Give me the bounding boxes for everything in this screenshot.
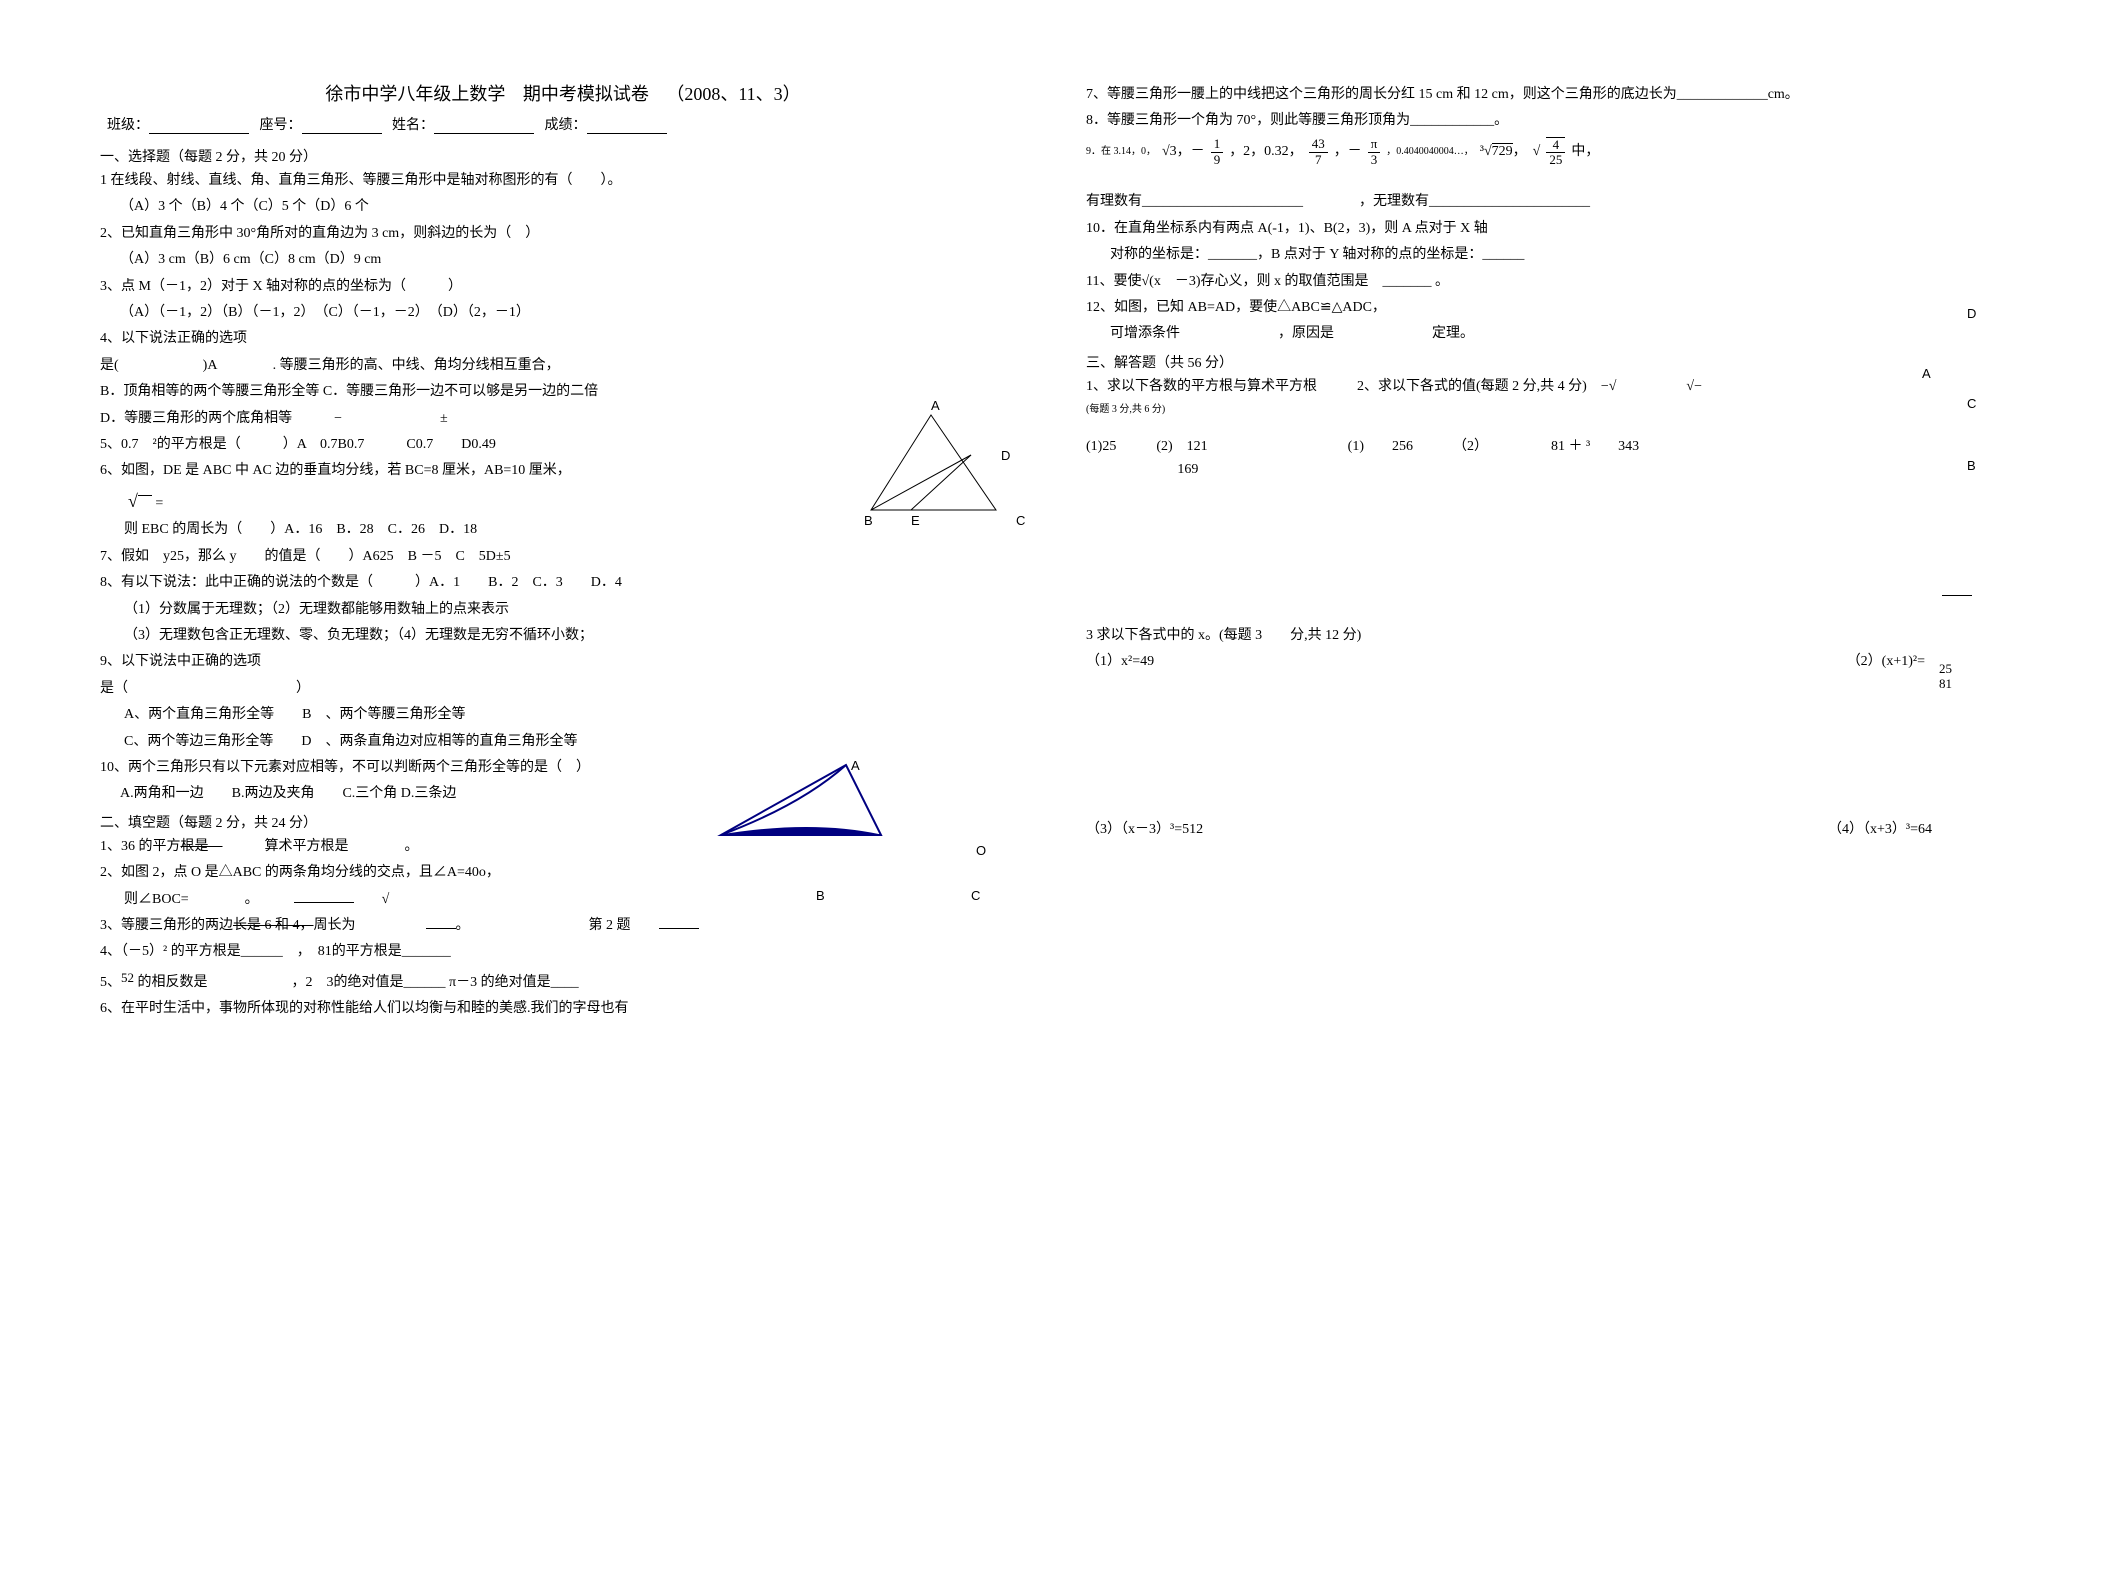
svg-text:A: A xyxy=(931,398,940,413)
svg-text:D: D xyxy=(1001,448,1010,463)
e1: （1）x²=49 xyxy=(1086,651,1154,691)
figure-triangle-o: O B C xyxy=(806,840,986,915)
exam-date: （2008、11、3） xyxy=(666,84,800,104)
rq8: 8．等腰三角形一个角为 70°，则此等腰三角形顶角为____________。 xyxy=(1086,110,2012,132)
q8b: （3）无理数包含正无理数、零、负无理数；（4）无理数是无穷不循环小数； xyxy=(124,625,1026,647)
svg-text:B: B xyxy=(864,513,873,528)
s2q5: 5、52 的相反数是 ，2 3的绝对值是______ π－3 的绝对值是____ xyxy=(100,968,1026,994)
seat-blank xyxy=(302,118,382,134)
section-2-title: 二、填空题（每题 2 分，共 24 分） xyxy=(100,812,1026,832)
svg-text:C: C xyxy=(1016,513,1025,528)
info-row: 班级： 座号： 姓名： 成绩： xyxy=(100,114,1026,134)
svg-text:O: O xyxy=(976,843,986,858)
rq10: 10．在直角坐标系内有两点 A(-1，1)、B(2，3)，则 A 点对于 X 轴 xyxy=(1086,218,2012,240)
q9: 9、以下说法中正确的选项 xyxy=(100,651,1026,673)
rq9a: 有理数有_______________________ ，无理数有_______… xyxy=(1086,191,2012,213)
q3: 3、点 M（－1，2）对于 X 轴对称的点的坐标为（ ） xyxy=(100,276,1026,298)
s3q3-row1: （1）x²=49 （2）(x+1)²= 2581 xyxy=(1086,651,2012,691)
s3q3: 3 求以下各式中的 x。(每题 3 分,共 12 分) xyxy=(1086,625,2012,647)
title-row: 徐市中学八年级上数学 期中考模拟试卷 （2008、11、3） xyxy=(100,80,1026,106)
q10-opts: A.两角和一边 B.两边及夹角 C.三个角 D.三条边 xyxy=(120,783,1026,805)
rq9: 9．在 3.14，0， √3，－19，2，0.32， 437，－ π3 ，0.4… xyxy=(1086,137,2012,168)
left-column: 徐市中学八年级上数学 期中考模拟试卷 （2008、11、3） 班级： 座号： 姓… xyxy=(100,80,1026,1500)
e4: （4）（x+3）³=64 xyxy=(1828,819,1932,841)
school: 徐市中学八年级上数学 xyxy=(325,84,505,104)
q10: 10、两个三角形只有以下元素对应相等，不可以判断两个三角形全等的是（ ） xyxy=(100,757,1026,779)
r11: (1)25 xyxy=(1086,436,1116,481)
svg-text:A: A xyxy=(1922,366,1931,381)
s3q2: 2、求以下各式的值(每题 2 分,共 4 分) −√ √− xyxy=(1357,376,1702,398)
class-label: 班级： xyxy=(107,114,149,134)
s3q3-row2: （3）（x－3）³=512 （4）（x+3）³=64 xyxy=(1086,819,2012,841)
figure-triangle-blue: A xyxy=(716,760,886,850)
e3: （3）（x－3）³=512 xyxy=(1086,819,1203,841)
figure-kite-abcd: D A C B xyxy=(1862,310,1982,495)
right-column: 7、等腰三角形一腰上的中线把这个三角形的周长分红 15 cm 和 12 cm，则… xyxy=(1086,80,2012,1500)
r22: （2） 81 ＋ ³ 343 xyxy=(1453,436,1639,481)
q2: 2、已知直角三角形中 30°角所对的直角边为 3 cm，则斜边的长为（ ） xyxy=(100,223,1026,245)
q9b: 是（ ） xyxy=(100,678,1026,700)
q1-opts: （A）3 个（B）4 个（C）5 个（D）6 个 xyxy=(120,196,1026,218)
svg-text:B: B xyxy=(816,888,825,903)
section-1-title: 一、选择题（每题 2 分，共 20 分） xyxy=(100,146,1026,166)
figure-triangle-de: A D E B C xyxy=(856,410,1006,535)
name-label: 姓名： xyxy=(392,114,434,134)
q1: 1 在线段、射线、直线、角、直角三角形、等腰三角形中是轴对称图形的有（ ）。 xyxy=(100,170,1026,192)
q2-opts: （A）3 cm（B）6 cm（C）8 cm（D）9 cm xyxy=(120,249,1026,271)
svg-text:C: C xyxy=(971,888,980,903)
class-blank xyxy=(149,118,249,134)
q9d: C、两个等边三角形全等 D 、两条直角边对应相等的直角三角形全等 xyxy=(124,731,1026,753)
s2q3: 3、等腰三角形的两边长是 6 和 4，周长为 。 第 2 题 xyxy=(100,915,1026,937)
s2q4: 4、（－5）² 的平方根是______ ， 81的平方根是_______ xyxy=(100,941,1026,963)
rq11: 11、要使√(x －3)存心义，则 x 的取值范围是 _______ 。 xyxy=(1086,271,2012,293)
s3q1: 1、求以下各数的平方根与算术平方根 xyxy=(1086,376,1317,398)
name-blank xyxy=(434,118,534,134)
r12: (2) 121 169 xyxy=(1156,436,1207,481)
q8: 8、有以下说法：此中正确的说法的个数是（ ）A．1 B．2 C．3 D．4 xyxy=(100,572,1026,594)
svg-text:C: C xyxy=(1967,396,1976,411)
score-blank xyxy=(587,118,667,134)
q4: 4、以下说法正确的选项 xyxy=(100,328,1026,350)
svg-text:B: B xyxy=(1967,458,1976,473)
q9c: A、两个直角三角形全等 B 、两个等腰三角形全等 xyxy=(124,704,1026,726)
rq10b: 对称的坐标是：_______，B 点对于 Y 轴对称的点的坐标是：______ xyxy=(1110,244,2012,266)
svg-text:D: D xyxy=(1967,306,1976,321)
q4b: 是( )A . 等腰三角形的高、中线、角均分线相互重合， xyxy=(100,355,1026,377)
q7: 7、假如 y25，那么 y 的值是（ ）A625 B －5 C 5D±5 xyxy=(100,546,1026,568)
q8a: （1）分数属于无理数；（2）无理数都能够用数轴上的点来表示 xyxy=(124,599,1026,621)
r21: (1) 256 xyxy=(1348,436,1413,481)
seat-label: 座号： xyxy=(260,114,302,134)
score-label: 成绩： xyxy=(545,114,587,134)
q3-opts: （A）（－1，2）（B）（－1，2） （C）（－1，－2） （D）（2，－1） xyxy=(120,302,1026,324)
q4c: B．顶角相等的两个等腰三角形全等 C．等腰三角形一边不可以够是另一边的二倍 xyxy=(100,381,1026,403)
e2: （2）(x+1)²= 2581 xyxy=(1847,651,1952,691)
svg-text:A: A xyxy=(851,758,860,773)
exam-name: 期中考模拟试卷 xyxy=(523,84,649,104)
svg-text:E: E xyxy=(911,513,920,528)
rq7: 7、等腰三角形一腰上的中线把这个三角形的周长分红 15 cm 和 12 cm，则… xyxy=(1086,84,2012,106)
s2q6: 6、在平时生活中，事物所体现的对称性能给人们以均衡与和睦的美感.我们的字母也有 xyxy=(100,998,1026,1020)
